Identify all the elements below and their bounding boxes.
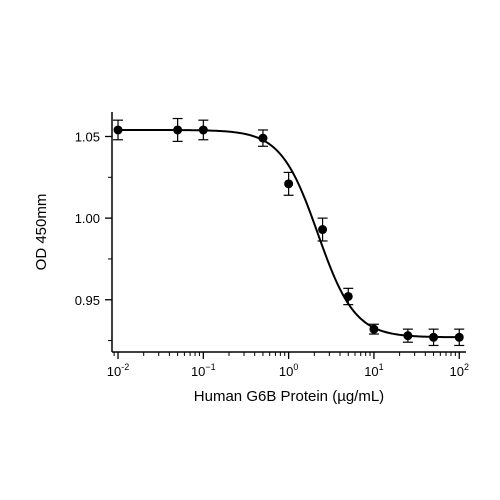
data-point: [369, 324, 379, 334]
y-tick-label: 1.05: [75, 129, 100, 144]
data-point: [343, 291, 353, 301]
data-point: [284, 179, 294, 189]
data-point: [429, 332, 439, 342]
data-point: [318, 225, 328, 235]
y-ticks: 0.95 1.00 1.05: [75, 129, 112, 342]
fit-curve-layer: [118, 128, 460, 339]
x-tick-label: 102: [450, 362, 469, 379]
y-tick-label: 1.00: [75, 211, 100, 226]
data-point: [258, 133, 268, 143]
x-tick-label: 100: [279, 362, 298, 379]
data-point: [454, 332, 464, 342]
data-point: [113, 125, 123, 135]
data-point: [173, 125, 183, 135]
x-tick-label: 10-2: [107, 362, 129, 379]
x-axis-title: Human G6B Protein (µg/mL): [194, 388, 384, 405]
axes: [111, 112, 466, 353]
y-tick-label: 0.95: [75, 293, 100, 308]
x-tick-label: 10−1: [191, 362, 216, 379]
x-tick-label: 101: [364, 362, 383, 379]
fit-curve: [118, 128, 460, 339]
data-point: [403, 331, 413, 341]
y-axis-title: OD 450mm: [33, 194, 50, 271]
data-points-layer: [113, 117, 465, 347]
x-ticks: 10-2 10−1 100 101 102: [107, 352, 469, 379]
data-point: [198, 125, 208, 135]
